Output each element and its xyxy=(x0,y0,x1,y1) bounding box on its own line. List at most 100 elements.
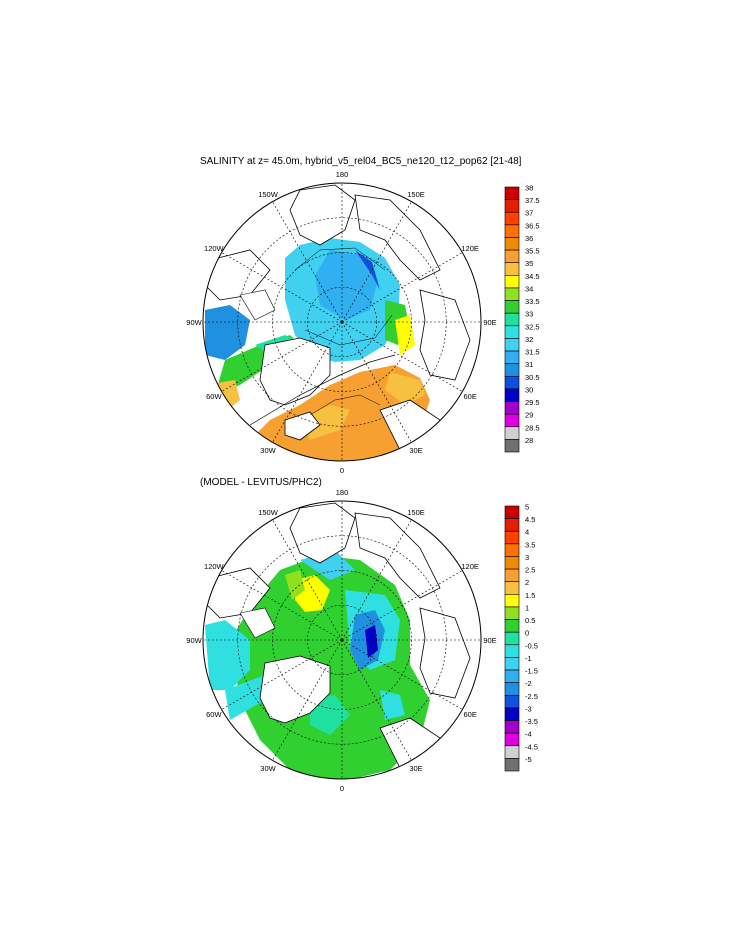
colorbar-swatch-bottom-4 xyxy=(504,556,520,570)
colorbar-swatch-bottom-1 xyxy=(504,518,520,532)
colorbar-label-top-2: 37 xyxy=(525,209,533,218)
colorbar-swatch-bottom-3 xyxy=(504,543,520,557)
colorbar-label-top-1: 37.5 xyxy=(525,196,540,205)
colorbar-label-bottom-19: -4.5 xyxy=(525,742,538,751)
colorbar-swatch-top-3 xyxy=(504,224,520,238)
colorbar-label-bottom-7: 1.5 xyxy=(525,591,535,600)
colorbar-label-bottom-17: -3.5 xyxy=(525,717,538,726)
colorbar-swatch-top-5 xyxy=(504,249,520,264)
meridian-label-top-6: 0 xyxy=(340,466,344,475)
colorbar-swatch-bottom-7 xyxy=(504,594,520,608)
colorbar-swatch-bottom-17 xyxy=(504,720,520,734)
meridian-label-bottom-9: 90W xyxy=(186,636,202,645)
meridian-label-top-4: 60E xyxy=(463,392,476,401)
colorbar-label-top-8: 34 xyxy=(525,284,533,293)
colorbar-swatch-bottom-0 xyxy=(504,505,520,519)
colorbar-label-bottom-2: 4 xyxy=(525,528,529,537)
colorbar-label-bottom-10: 0 xyxy=(525,629,529,638)
meridian-label-top-9: 90W xyxy=(186,318,202,327)
top-panel-title: SALINITY at z= 45.0m, hybrid_v5_rel04_BC… xyxy=(200,156,522,167)
colorbar-swatch-top-8 xyxy=(504,287,520,301)
colorbar-swatch-bottom-8 xyxy=(504,606,520,620)
colorbar-swatch-top-0 xyxy=(504,186,520,200)
colorbar-label-bottom-5: 2.5 xyxy=(525,566,535,575)
colorbar-label-bottom-14: -2 xyxy=(525,679,532,688)
colorbar-label-top-17: 29.5 xyxy=(525,398,540,407)
colorbar-swatch-top-13 xyxy=(504,350,520,364)
meridian-label-top-2: 120E xyxy=(461,244,479,253)
meridian-label-bottom-5: 30E xyxy=(409,764,422,773)
colorbar-swatch-top-11 xyxy=(504,325,520,339)
colorbar-swatch-top-16 xyxy=(504,388,520,402)
bottom-map-meridian-labels: 180 150E 120E 90E 60E 30E 0 30W 60W 90W 120W 150W xyxy=(186,488,496,793)
colorbar-swatch-bottom-20 xyxy=(504,758,520,772)
colorbar-label-bottom-12: -1 xyxy=(525,654,532,663)
meridian-label-bottom-3: 90E xyxy=(483,636,496,645)
colorbar-swatch-bottom-5 xyxy=(504,568,520,583)
colorbar-swatch-bottom-13 xyxy=(504,669,520,683)
meridian-label-top-8: 60W xyxy=(206,392,222,401)
colorbar-label-top-12: 32 xyxy=(525,335,533,344)
meridian-label-bottom-4: 60E xyxy=(463,710,476,719)
meridian-label-top-11: 150W xyxy=(258,190,279,199)
colorbar-swatch-bottom-2 xyxy=(504,530,520,545)
colorbar-label-top-20: 28 xyxy=(525,436,533,445)
colorbar-label-top-5: 35.5 xyxy=(525,247,540,256)
colorbar-label-top-19: 28.5 xyxy=(525,423,540,432)
colorbar-label-bottom-15: -2.5 xyxy=(525,692,538,701)
colorbar-label-top-7: 34.5 xyxy=(525,272,540,281)
colorbar-swatch-bottom-16 xyxy=(504,707,520,721)
colorbar-swatch-top-17 xyxy=(504,401,520,415)
colorbar-label-bottom-20: -5 xyxy=(525,755,532,764)
colorbar-label-bottom-3: 3.5 xyxy=(525,540,535,549)
colorbar-label-bottom-13: -1.5 xyxy=(525,667,538,676)
colorbar-swatch-top-7 xyxy=(504,275,520,289)
colorbar-label-bottom-8: 1 xyxy=(525,603,529,612)
meridian-label-bottom-2: 120E xyxy=(461,562,479,571)
colorbar-label-bottom-1: 4.5 xyxy=(525,515,535,524)
colorbar-label-top-4: 36 xyxy=(525,234,533,243)
colorbar-label-top-13: 31.5 xyxy=(525,348,540,357)
colorbar-label-top-3: 36.5 xyxy=(525,221,540,230)
colorbar-label-top-14: 31 xyxy=(525,360,533,369)
colorbar-swatch-bottom-15 xyxy=(504,694,520,709)
colorbar-swatch-bottom-10 xyxy=(504,631,520,646)
top-colorbar: 38 37.5 37 36.5 36 35.5 35 34.5 34 33.5 33 32.5 32 31… xyxy=(504,184,540,453)
bottom-map-graticule xyxy=(202,500,482,780)
colorbar-label-bottom-0: 5 xyxy=(525,503,529,512)
colorbar-label-top-11: 32.5 xyxy=(525,322,540,331)
colorbar-swatch-bottom-11 xyxy=(504,644,520,658)
colorbar-label-bottom-9: 0.5 xyxy=(525,616,535,625)
colorbar-swatch-top-9 xyxy=(504,300,520,314)
colorbar-label-top-9: 33.5 xyxy=(525,297,540,306)
colorbar-label-top-15: 30.5 xyxy=(525,373,540,382)
colorbar-swatch-top-2 xyxy=(504,211,520,226)
meridian-label-top-5: 30E xyxy=(409,446,422,455)
colorbar-swatch-top-18 xyxy=(504,413,520,428)
colorbar-swatch-bottom-9 xyxy=(504,619,520,633)
colorbar-swatch-top-20 xyxy=(504,439,520,453)
colorbar-swatch-top-14 xyxy=(504,363,520,377)
colorbar-swatch-bottom-12 xyxy=(504,657,520,671)
colorbar-swatch-bottom-18 xyxy=(504,732,520,747)
colorbar-swatch-top-4 xyxy=(504,237,520,251)
bottom-colorbar: 5 4.5 4 3.5 3 2.5 2 1.5 1 0.5 0 -0.5 -1 -1.5 -2 -2.5 -3 -… xyxy=(504,503,538,772)
colorbar-swatch-top-15 xyxy=(504,375,520,390)
meridian-label-top-7: 30W xyxy=(260,446,276,455)
meridian-label-bottom-7: 30W xyxy=(260,764,276,773)
colorbar-label-bottom-6: 2 xyxy=(525,578,529,587)
colorbar-swatch-top-10 xyxy=(504,312,520,327)
colorbar-swatch-bottom-6 xyxy=(504,581,520,595)
colorbar-label-bottom-4: 3 xyxy=(525,553,529,562)
meridian-label-bottom-6: 0 xyxy=(340,784,344,793)
meridian-label-bottom-10: 120W xyxy=(204,562,225,571)
bottom-panel-title: (MODEL - LEVITUS/PHC2) xyxy=(200,477,322,488)
meridian-label-top-0: 180 xyxy=(336,170,349,179)
colorbar-label-bottom-18: -4 xyxy=(525,730,532,739)
top-map-meridian-labels: 180 150E 120E 90E 60E 30E 0 30W 60W 90W 120W 150W xyxy=(186,170,496,475)
meridian-label-top-1: 150E xyxy=(407,190,425,199)
colorbar-swatch-bottom-14 xyxy=(504,682,520,696)
meridian-label-top-3: 90E xyxy=(483,318,496,327)
meridian-label-bottom-11: 150W xyxy=(258,508,279,517)
colorbar-label-top-6: 35 xyxy=(525,259,533,268)
